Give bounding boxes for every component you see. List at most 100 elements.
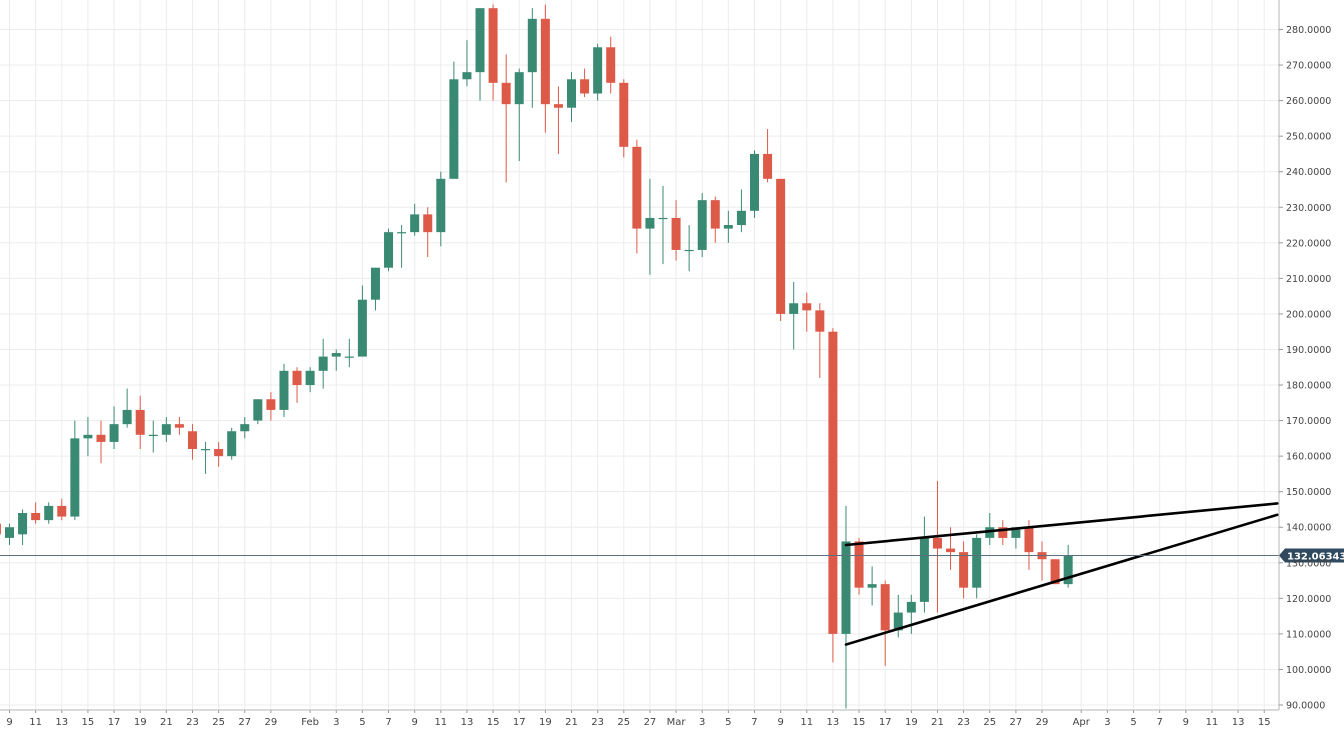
candle <box>109 406 119 450</box>
candle-body <box>475 8 485 73</box>
x-tick-label: 27 <box>644 717 657 728</box>
x-tick-label: 25 <box>983 717 996 728</box>
y-tick-label: 150.0000 <box>1286 487 1331 498</box>
candle-body <box>1011 527 1021 538</box>
x-tick-label: 17 <box>513 717 526 728</box>
y-tick-label: 160.0000 <box>1286 452 1331 463</box>
candle-body <box>0 523 1 535</box>
candle <box>135 395 145 450</box>
x-tick-label: 19 <box>905 717 918 728</box>
candle-body <box>135 409 145 435</box>
candle <box>867 566 877 606</box>
x-tick-label: 29 <box>265 717 278 728</box>
candle-body <box>684 249 694 252</box>
y-tick-label: 220.0000 <box>1286 238 1331 249</box>
candle <box>96 420 106 464</box>
x-tick-label: 29 <box>1036 717 1049 728</box>
candle <box>266 392 276 421</box>
candle <box>449 61 459 179</box>
candle-body <box>449 79 459 179</box>
candle-body <box>580 79 590 94</box>
candle <box>1037 541 1047 581</box>
x-tick-label: 13 <box>827 717 840 728</box>
candle-body <box>344 356 354 358</box>
x-tick-label: 9 <box>1183 717 1189 728</box>
candle <box>540 4 550 133</box>
candle <box>998 520 1008 546</box>
candle <box>763 129 773 183</box>
candle <box>1011 527 1021 549</box>
y-tick-label: 230.0000 <box>1286 203 1331 214</box>
y-tick-label: 90.0000 <box>1286 701 1325 712</box>
x-tick-label: 13 <box>461 717 474 728</box>
y-tick-label: 140.0000 <box>1286 523 1331 534</box>
x-tick-label: 9 <box>411 717 417 728</box>
candle-body <box>841 541 851 634</box>
y-tick-label: 280.0000 <box>1286 25 1331 36</box>
x-tick-label: 3 <box>333 717 339 728</box>
candle <box>697 193 707 258</box>
candle-body <box>70 438 80 517</box>
y-tick-label: 210.0000 <box>1286 274 1331 285</box>
candle <box>959 541 969 599</box>
candle <box>331 349 341 371</box>
y-tick-label: 120.0000 <box>1286 594 1331 605</box>
candle-body <box>397 232 407 234</box>
candle-body <box>567 79 577 108</box>
candle <box>619 79 629 158</box>
candle <box>384 228 394 272</box>
candle-body <box>292 370 302 386</box>
candle-body <box>318 356 328 371</box>
candle <box>919 516 929 613</box>
x-tick-label: 23 <box>957 717 970 728</box>
x-tick-label: Feb <box>301 717 319 728</box>
candle <box>44 502 54 524</box>
candle <box>684 225 694 272</box>
candle-body <box>488 8 498 83</box>
x-tick-label: 11 <box>800 717 813 728</box>
candle <box>606 36 616 94</box>
candle-body <box>331 353 341 357</box>
candle-body <box>802 303 812 311</box>
candle-body <box>174 424 184 428</box>
x-tick-label: 17 <box>108 717 121 728</box>
y-tick-label: 200.0000 <box>1286 309 1331 320</box>
candle <box>580 68 590 98</box>
x-tick-label: 21 <box>160 717 173 728</box>
candle <box>370 267 380 311</box>
candle-body <box>710 200 720 229</box>
candle <box>488 4 498 101</box>
candle <box>227 427 237 460</box>
candle <box>527 8 537 108</box>
y-tick-label: 260.0000 <box>1286 96 1331 107</box>
candle-body <box>187 431 197 450</box>
candle <box>279 363 289 418</box>
candle-body <box>972 537 982 588</box>
x-tick-label: 11 <box>1206 717 1219 728</box>
candle-body <box>57 505 67 517</box>
y-tick-label: 240.0000 <box>1286 167 1331 178</box>
candle-body <box>854 541 864 588</box>
candle-body <box>893 612 903 631</box>
x-tick-label: 15 <box>82 717 95 728</box>
x-axis: 9 11 13 15 17 19 21 23 25 27 29 Feb 3 5 7 9 11 13 15 17 19 21… <box>0 709 1279 728</box>
candle-body <box>606 47 616 83</box>
candle-body <box>279 370 289 410</box>
x-tick-label: 3 <box>1104 717 1110 728</box>
candle-body <box>723 225 733 229</box>
candle-body <box>998 527 1008 538</box>
x-tick-label: 25 <box>212 717 225 728</box>
x-tick-label: 11 <box>434 717 447 728</box>
candle <box>658 185 668 265</box>
candle <box>985 513 995 546</box>
y-tick-label: 130.0000 <box>1286 558 1331 569</box>
candle-body <box>540 18 550 105</box>
gridlines <box>0 0 1279 710</box>
candle-body <box>370 267 380 300</box>
candle <box>83 417 93 457</box>
candle-body <box>83 434 93 439</box>
candle-body <box>985 527 995 538</box>
candle <box>1063 545 1073 588</box>
